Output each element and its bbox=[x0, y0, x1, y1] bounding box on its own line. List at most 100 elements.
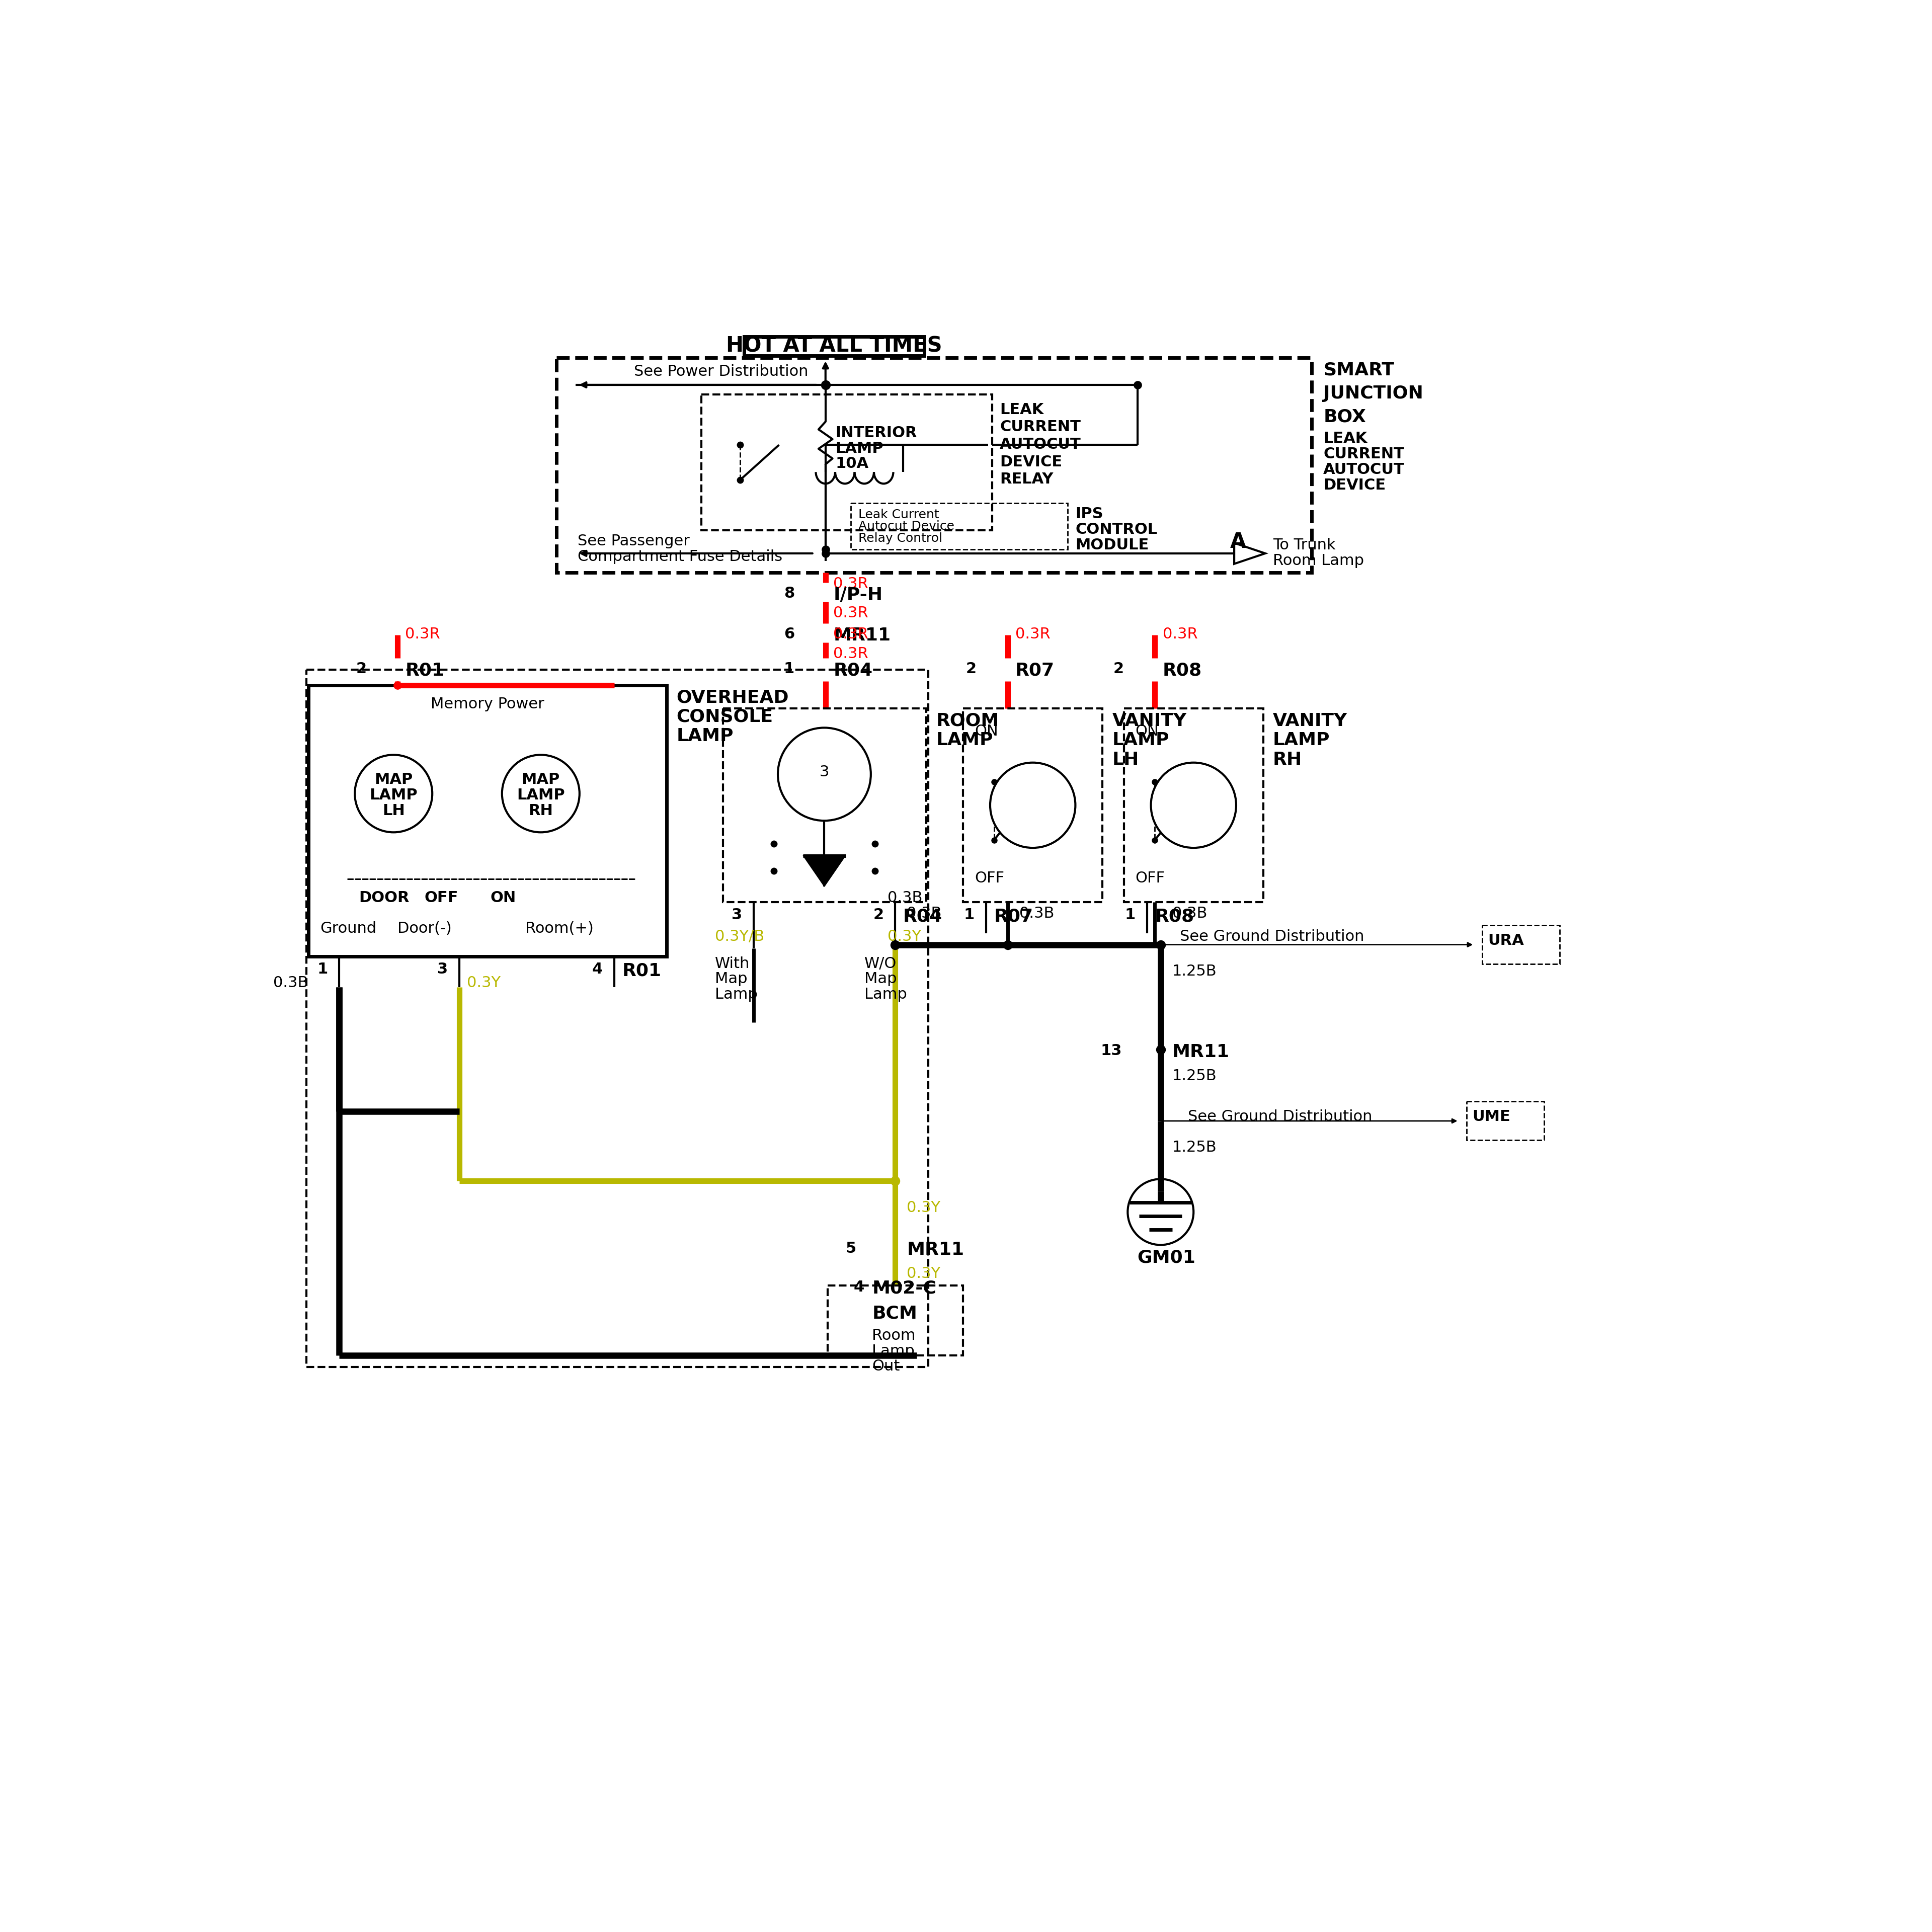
Text: LEAK: LEAK bbox=[1323, 431, 1368, 446]
Text: 0.3Y: 0.3Y bbox=[887, 929, 922, 943]
Text: LAMP: LAMP bbox=[1113, 732, 1169, 750]
Text: RH: RH bbox=[1273, 752, 1302, 769]
Text: 0.3R: 0.3R bbox=[406, 628, 440, 641]
Text: Room: Room bbox=[871, 1327, 916, 1343]
Text: LAMP: LAMP bbox=[676, 728, 734, 746]
Text: Map: Map bbox=[864, 972, 896, 987]
Text: MAP: MAP bbox=[375, 773, 413, 786]
Text: Room Lamp: Room Lamp bbox=[1273, 553, 1364, 568]
Text: 1.25B: 1.25B bbox=[1173, 1140, 1217, 1155]
Text: INTERIOR: INTERIOR bbox=[835, 425, 918, 440]
Text: 8: 8 bbox=[784, 585, 794, 601]
Text: To Trunk: To Trunk bbox=[1273, 537, 1335, 553]
Text: 1.25B: 1.25B bbox=[1173, 1068, 1217, 1084]
Text: VANITY: VANITY bbox=[1273, 713, 1347, 728]
Text: ON: ON bbox=[1136, 725, 1159, 738]
Text: URA: URA bbox=[1488, 933, 1524, 947]
Text: 3: 3 bbox=[732, 908, 742, 922]
Text: DEVICE: DEVICE bbox=[1323, 477, 1385, 493]
Text: 2: 2 bbox=[355, 663, 367, 676]
Bar bbox=[962, 709, 1103, 902]
Text: Memory Power: Memory Power bbox=[431, 697, 545, 711]
Text: Ground: Ground bbox=[321, 922, 377, 935]
Text: 3: 3 bbox=[819, 765, 829, 781]
Text: 1: 1 bbox=[784, 663, 794, 676]
Text: 0.3R: 0.3R bbox=[833, 576, 867, 591]
Text: MODULE: MODULE bbox=[1076, 537, 1150, 553]
Text: AUTOCUT: AUTOCUT bbox=[1323, 462, 1405, 477]
Text: GM01: GM01 bbox=[1138, 1248, 1196, 1265]
Text: 0.3R: 0.3R bbox=[833, 628, 867, 641]
Text: Room(+): Room(+) bbox=[526, 922, 593, 935]
Text: LAMP: LAMP bbox=[835, 440, 883, 456]
Text: R01: R01 bbox=[406, 663, 444, 678]
Text: 13: 13 bbox=[1101, 1043, 1122, 1059]
Text: W/O: W/O bbox=[864, 956, 896, 972]
Text: 1.25B: 1.25B bbox=[1173, 964, 1217, 980]
Text: 3: 3 bbox=[437, 962, 448, 978]
Text: 5: 5 bbox=[846, 1240, 856, 1256]
Text: R04: R04 bbox=[902, 908, 943, 925]
Circle shape bbox=[989, 763, 1076, 848]
Text: VANITY: VANITY bbox=[1113, 713, 1186, 728]
Text: 2: 2 bbox=[873, 908, 883, 922]
Text: MR11: MR11 bbox=[906, 1240, 964, 1258]
Text: CONSOLE: CONSOLE bbox=[676, 709, 773, 725]
Bar bbox=[850, 502, 1068, 549]
Text: 0.3Y: 0.3Y bbox=[468, 976, 500, 991]
Bar bbox=[827, 1285, 962, 1356]
Text: CURRENT: CURRENT bbox=[1001, 419, 1080, 435]
Text: UME: UME bbox=[1472, 1109, 1511, 1124]
Text: RELAY: RELAY bbox=[1001, 471, 1053, 487]
Text: 0.3R: 0.3R bbox=[1163, 628, 1198, 641]
Text: 2: 2 bbox=[966, 663, 976, 676]
Text: I/P-H: I/P-H bbox=[833, 585, 883, 603]
Text: OFF: OFF bbox=[1136, 871, 1165, 885]
Text: ON: ON bbox=[491, 891, 516, 904]
Text: OFF: OFF bbox=[425, 891, 458, 904]
Text: MAP: MAP bbox=[522, 773, 560, 786]
Text: 0.3B: 0.3B bbox=[887, 891, 922, 904]
Bar bbox=[723, 709, 925, 902]
Text: Door(-): Door(-) bbox=[398, 922, 452, 935]
Text: See Power Distribution: See Power Distribution bbox=[634, 365, 808, 379]
Bar bbox=[309, 686, 667, 956]
Text: With: With bbox=[715, 956, 750, 972]
Text: HOT AT ALL TIMES: HOT AT ALL TIMES bbox=[726, 336, 943, 357]
Text: AUTOCUT: AUTOCUT bbox=[1001, 437, 1082, 452]
Text: Lamp: Lamp bbox=[871, 1343, 914, 1358]
Text: 4: 4 bbox=[854, 1279, 864, 1294]
Text: MR11: MR11 bbox=[833, 628, 891, 643]
Text: LAMP: LAMP bbox=[935, 732, 993, 750]
Text: M02-C: M02-C bbox=[871, 1279, 937, 1296]
Text: 1: 1 bbox=[1124, 908, 1136, 922]
Text: IPS: IPS bbox=[1076, 506, 1103, 522]
Text: 4: 4 bbox=[591, 962, 603, 978]
Text: LAMP: LAMP bbox=[1273, 732, 1329, 750]
Text: R07: R07 bbox=[995, 908, 1034, 925]
Text: LAMP: LAMP bbox=[369, 788, 417, 802]
Text: 0.3B: 0.3B bbox=[906, 906, 941, 920]
Text: 0.3R: 0.3R bbox=[833, 647, 867, 661]
Text: Out: Out bbox=[871, 1360, 900, 1374]
Text: 0.3B: 0.3B bbox=[274, 976, 309, 991]
Text: R01: R01 bbox=[622, 962, 661, 980]
Text: Relay Control: Relay Control bbox=[858, 531, 943, 545]
Text: 2: 2 bbox=[1113, 663, 1124, 676]
Text: A: A bbox=[1231, 531, 1246, 553]
Text: Lamp: Lamp bbox=[715, 987, 757, 1003]
Text: SMART: SMART bbox=[1323, 361, 1395, 379]
Bar bbox=[701, 394, 993, 529]
Bar bbox=[1124, 709, 1264, 902]
Bar bbox=[744, 336, 923, 355]
Text: 0.3B: 0.3B bbox=[1173, 906, 1208, 920]
Text: 1: 1 bbox=[317, 962, 328, 978]
Text: 0.3Y/B: 0.3Y/B bbox=[715, 929, 765, 943]
Text: LEAK: LEAK bbox=[1001, 402, 1043, 417]
Text: ON: ON bbox=[974, 725, 999, 738]
Text: DOOR: DOOR bbox=[359, 891, 410, 904]
Text: ROOM: ROOM bbox=[935, 713, 999, 728]
Text: Leak Current: Leak Current bbox=[858, 508, 939, 522]
Text: 0.3R: 0.3R bbox=[833, 607, 867, 620]
Text: RH: RH bbox=[529, 804, 553, 817]
